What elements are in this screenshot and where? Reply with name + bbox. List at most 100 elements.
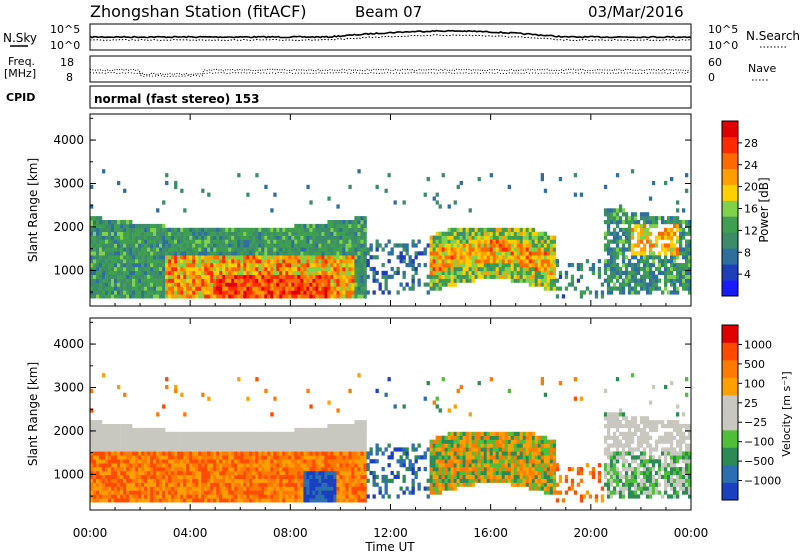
power-cell <box>603 212 608 217</box>
power-cell <box>204 266 208 272</box>
velocity-cell <box>438 490 442 495</box>
power-cell <box>480 259 484 264</box>
power-cell <box>423 263 427 268</box>
power-cell <box>222 247 226 252</box>
power-cell <box>117 263 121 268</box>
power-cell <box>210 290 214 295</box>
velocity-cell <box>132 427 136 433</box>
power-cell <box>667 220 671 225</box>
power-cell <box>300 294 304 299</box>
power-cell <box>552 278 557 283</box>
power-cell <box>252 282 256 287</box>
power-cell <box>471 239 475 244</box>
power-cell <box>360 259 364 264</box>
power-cell <box>594 294 599 299</box>
power-cell <box>153 251 157 256</box>
power-cell <box>435 263 439 268</box>
power-cell <box>438 282 442 287</box>
power-cell <box>108 223 112 229</box>
power-cell <box>528 266 532 272</box>
power-cell <box>114 286 118 291</box>
power-cell <box>673 223 677 229</box>
power-cell <box>360 266 364 272</box>
power-cell <box>624 247 629 252</box>
power-cell <box>177 247 181 252</box>
power-cell <box>213 231 217 236</box>
power-cell <box>180 243 184 248</box>
power-cell <box>633 266 638 272</box>
power-cell <box>162 282 166 287</box>
velocity-cell <box>99 463 103 468</box>
power-cell <box>126 270 130 275</box>
power-cell <box>621 290 626 295</box>
power-cell <box>667 247 671 252</box>
power-cell <box>267 282 271 287</box>
velocity-cell <box>312 474 316 479</box>
power-cell <box>300 223 304 229</box>
power-cell <box>630 220 635 225</box>
velocity-cell <box>99 431 103 436</box>
power-cell <box>679 270 683 275</box>
velocity-cell <box>246 463 250 468</box>
velocity-cell <box>264 443 268 448</box>
velocity-cell <box>381 494 385 499</box>
velocity-cell <box>126 431 130 436</box>
power-cell <box>180 266 184 272</box>
power-cell <box>294 223 298 229</box>
velocity-cell <box>297 498 301 503</box>
power-cell <box>450 266 454 272</box>
power-cell <box>471 270 475 275</box>
velocity-cell <box>174 470 178 476</box>
power-cell <box>204 290 208 295</box>
power-cell <box>90 235 94 240</box>
power-cell <box>153 243 157 248</box>
power-cell <box>429 286 433 291</box>
velocity-cell <box>264 474 268 479</box>
power-cell <box>682 266 686 272</box>
power-cell <box>612 247 617 252</box>
power-cell <box>156 274 160 279</box>
power-cell <box>597 259 602 264</box>
power-cell <box>309 227 313 232</box>
power-cell <box>312 270 316 275</box>
power-cell <box>612 239 617 244</box>
power-cell <box>192 286 196 291</box>
velocity-cell <box>294 494 298 499</box>
power-cell <box>489 259 493 264</box>
velocity-cell <box>192 459 196 464</box>
power-cell <box>162 247 166 252</box>
velocity-cell <box>435 470 439 476</box>
velocity-cell <box>336 427 340 433</box>
power-cell <box>195 282 199 287</box>
velocity-cell <box>165 467 169 472</box>
power-cell <box>519 235 523 240</box>
power-cell <box>366 247 370 252</box>
velocity-cell <box>93 498 97 503</box>
velocity-cell <box>267 494 271 499</box>
velocity-cell <box>213 490 217 495</box>
velocity-cell <box>114 486 118 491</box>
velocity-cell <box>276 474 280 479</box>
power-cell <box>255 243 259 248</box>
velocity-cell <box>153 486 157 491</box>
power-cell <box>237 263 241 268</box>
velocity-cell <box>198 494 202 499</box>
power-cell <box>682 208 686 213</box>
velocity-cell <box>153 427 157 433</box>
power-cell <box>129 274 133 279</box>
power-cell <box>231 278 235 283</box>
velocity-cell <box>387 455 391 460</box>
velocity-cell <box>321 455 325 460</box>
power-cell <box>366 251 370 256</box>
velocity-cell <box>129 490 133 495</box>
power-cell <box>216 263 220 268</box>
power-cell <box>396 290 400 295</box>
velocity-cell <box>348 459 352 464</box>
power-cell <box>465 239 469 244</box>
power-cell <box>318 255 322 260</box>
velocity-cell <box>213 478 217 483</box>
velocity-cell <box>189 467 193 472</box>
velocity-cell <box>300 451 304 456</box>
power-cell <box>141 290 145 295</box>
power-cell <box>441 251 445 256</box>
